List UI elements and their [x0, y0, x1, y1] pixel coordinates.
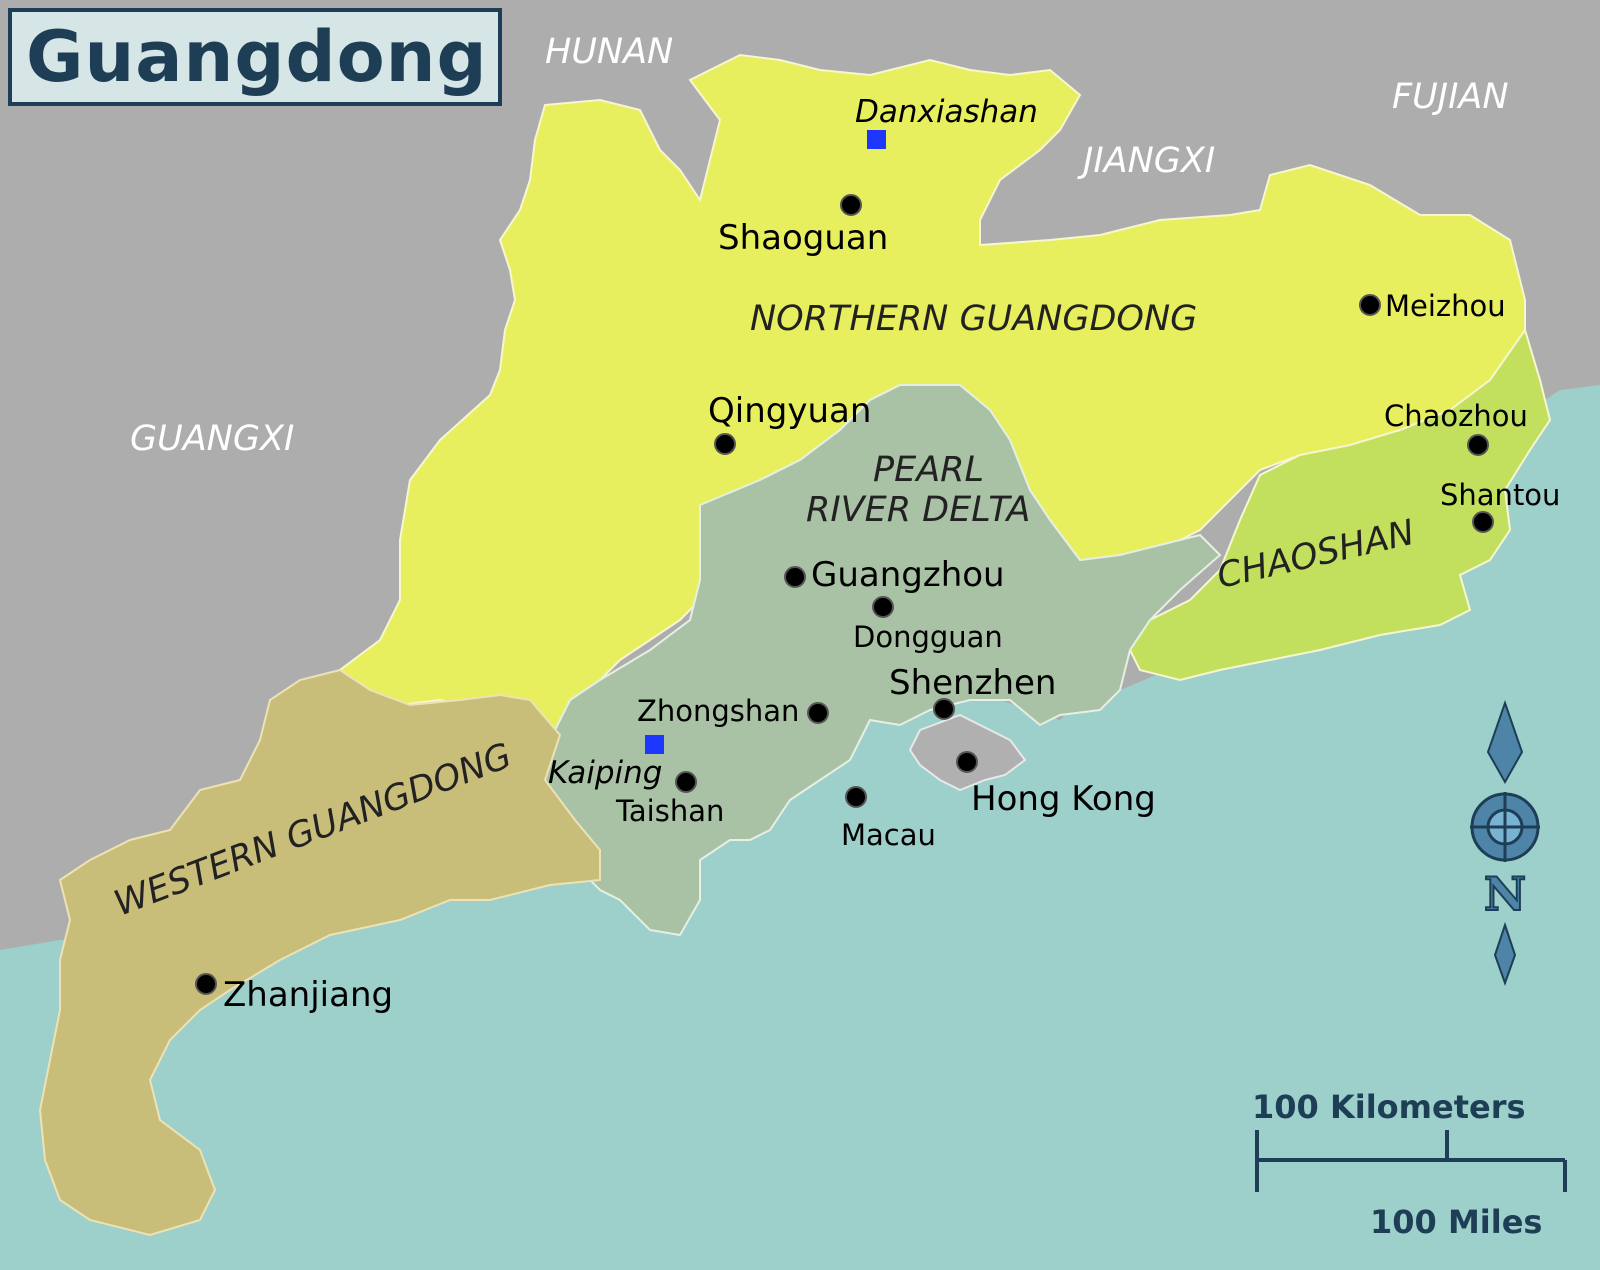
- scale-miles-label: 100 Miles: [1370, 1203, 1543, 1241]
- compass-rose: N: [1470, 699, 1540, 986]
- scale-bar: [1255, 1130, 1567, 1192]
- label-qingyuan: Qingyuan: [708, 391, 872, 431]
- site-marker-kaiping: [645, 735, 664, 754]
- label-dongguan: Dongguan: [853, 620, 1003, 654]
- label-river-delta: RIVER DELTA: [806, 490, 1031, 530]
- scale-km-label: 100 Kilometers: [1252, 1088, 1526, 1126]
- city-dot-hongkong: [956, 751, 978, 773]
- label-taishan: Taishan: [616, 794, 725, 828]
- city-dot-zhanjiang: [195, 973, 217, 995]
- city-dot-meizhou: [1359, 294, 1381, 316]
- label-shaoguan: Shaoguan: [718, 218, 889, 258]
- city-dot-shantou: [1472, 511, 1494, 533]
- label-guangxi: GUANGXI: [130, 419, 295, 459]
- city-dot-shenzhen: [933, 698, 955, 720]
- city-dot-taishan: [675, 771, 697, 793]
- label-zhanjiang: Zhanjiang: [223, 975, 394, 1015]
- label-shantou: Shantou: [1440, 478, 1561, 512]
- site-marker-danxiashan: [867, 130, 886, 149]
- label-jiangxi: JIANGXI: [1083, 141, 1216, 181]
- label-shenzhen: Shenzhen: [889, 663, 1057, 703]
- city-dot-shaoguan: [840, 194, 862, 216]
- label-chaozhou: Chaozhou: [1384, 399, 1528, 433]
- label-guangzhou: Guangzhou: [811, 555, 1005, 595]
- city-dot-macau: [845, 786, 867, 808]
- map-title: Guangdong: [26, 16, 488, 98]
- label-meizhou: Meizhou: [1385, 289, 1506, 323]
- compass-needle-icon: [1486, 699, 1524, 785]
- compass-letter: N: [1484, 867, 1526, 921]
- label-northern-guangdong: NORTHERN GUANGDONG: [750, 299, 1198, 339]
- label-zhongshan: Zhongshan: [637, 694, 800, 728]
- label-hong-kong: Hong Kong: [971, 779, 1156, 819]
- compass-tail-icon: [1493, 921, 1517, 986]
- city-dot-guangzhou: [784, 566, 806, 588]
- label-danxiashan: Danxiashan: [855, 94, 1038, 130]
- label-kaiping: Kaiping: [548, 755, 663, 791]
- city-dot-chaozhou: [1467, 434, 1489, 456]
- label-pearl: PEARL: [873, 450, 984, 490]
- label-fujian: FUJIAN: [1392, 77, 1509, 117]
- region-chaoshan: [1128, 327, 1552, 682]
- city-dot-qingyuan: [714, 433, 736, 455]
- label-macau: Macau: [841, 818, 936, 852]
- city-dot-zhongshan: [807, 702, 829, 724]
- map-title-box: Guangdong: [8, 8, 502, 106]
- city-dot-dongguan: [872, 596, 894, 618]
- region-western-guangdong: [38, 668, 601, 1237]
- label-hunan: HUNAN: [545, 32, 674, 72]
